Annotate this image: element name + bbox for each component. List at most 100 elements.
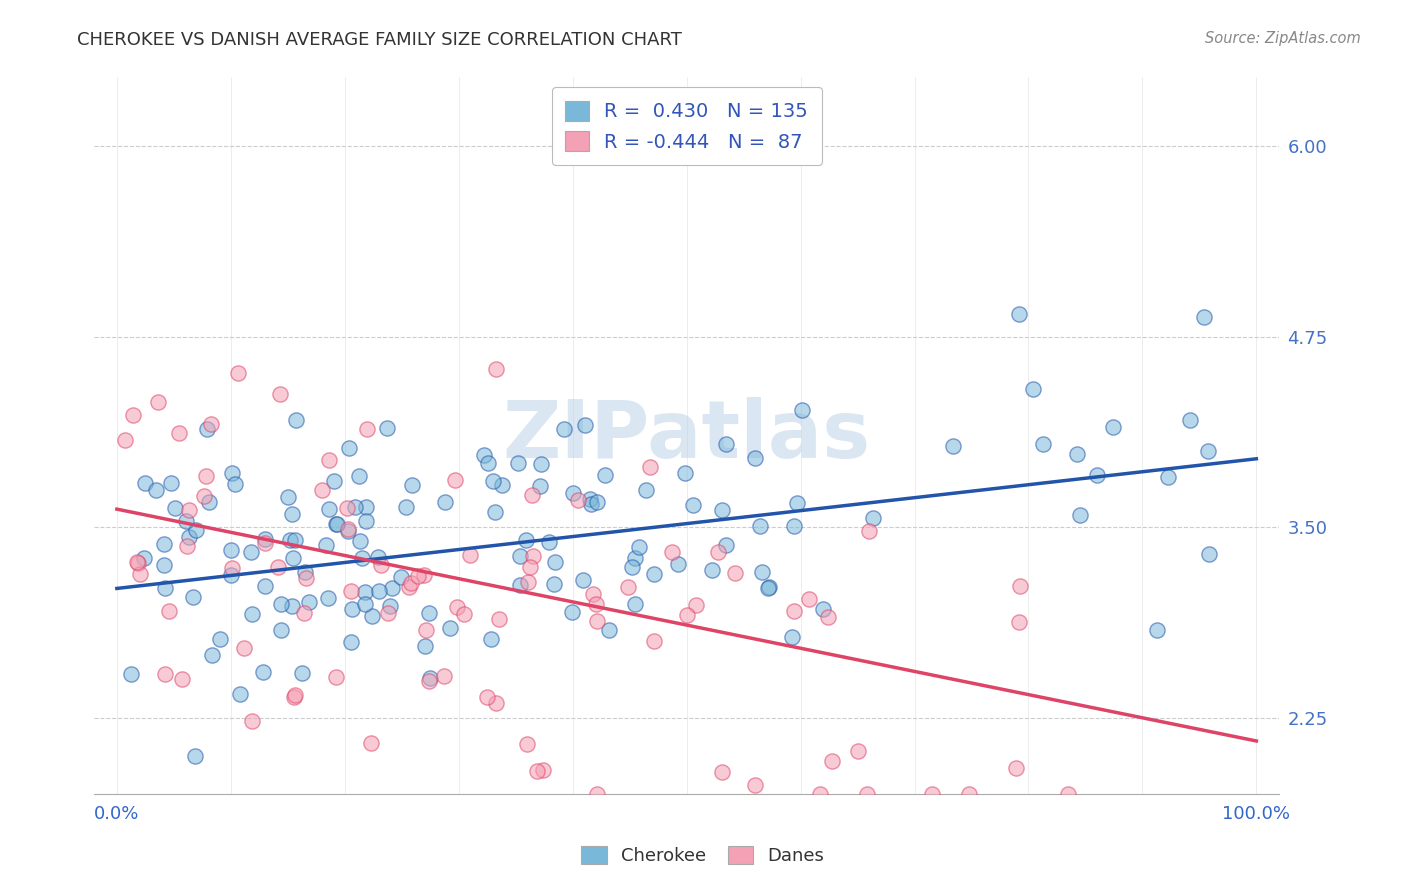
Point [193, 489, 215, 503]
Point [586, 788, 609, 802]
Point [634, 483, 657, 497]
Point [318, 452, 340, 467]
Point [281, 507, 304, 521]
Point [128, 567, 150, 582]
Point [1197, 443, 1219, 458]
Point [1057, 788, 1080, 802]
Point [183, 749, 205, 764]
Point [856, 788, 879, 802]
Point [711, 764, 734, 779]
Point [786, 496, 808, 510]
Point [598, 623, 620, 637]
Point [370, 558, 392, 573]
Point [145, 483, 167, 497]
Point [153, 667, 176, 681]
Point [413, 639, 436, 653]
Point [481, 632, 503, 646]
Point [1178, 412, 1201, 426]
Point [700, 563, 723, 577]
Point [153, 537, 176, 551]
Point [621, 559, 644, 574]
Point [508, 456, 530, 470]
Point [821, 754, 844, 768]
Point [921, 788, 943, 802]
Point [862, 511, 884, 525]
Point [685, 598, 707, 612]
Point [269, 386, 291, 401]
Point [252, 665, 274, 679]
Point [1146, 623, 1168, 637]
Point [361, 608, 384, 623]
Point [281, 599, 304, 613]
Point [381, 581, 404, 595]
Point [711, 503, 734, 517]
Point [354, 514, 377, 528]
Point [283, 690, 305, 705]
Point [270, 597, 292, 611]
Point [1022, 383, 1045, 397]
Point [336, 524, 359, 539]
Point [529, 479, 551, 493]
Point [344, 500, 367, 515]
Point [253, 533, 276, 547]
Point [179, 503, 201, 517]
Point [278, 533, 301, 547]
Point [446, 600, 468, 615]
Point [418, 674, 440, 689]
Point [281, 550, 304, 565]
Point [530, 457, 553, 471]
Point [419, 672, 441, 686]
Point [315, 538, 337, 552]
Point [585, 495, 607, 509]
Point [132, 550, 155, 565]
Point [643, 634, 665, 648]
Point [813, 602, 835, 616]
Point [533, 763, 555, 777]
Point [326, 516, 349, 531]
Legend: Cherokee, Danes: Cherokee, Danes [574, 838, 832, 872]
Point [401, 478, 423, 492]
Point [284, 533, 307, 547]
Point [209, 632, 232, 646]
Point [1032, 437, 1054, 451]
Point [1157, 469, 1180, 483]
Point [1066, 447, 1088, 461]
Point [475, 690, 498, 704]
Text: Source: ZipAtlas.com: Source: ZipAtlas.com [1205, 31, 1361, 46]
Point [337, 441, 360, 455]
Point [482, 474, 505, 488]
Point [340, 583, 363, 598]
Point [170, 672, 193, 686]
Point [579, 497, 602, 511]
Point [714, 538, 737, 552]
Point [797, 591, 820, 606]
Point [661, 545, 683, 559]
Point [153, 581, 176, 595]
Point [354, 500, 377, 515]
Point [783, 519, 806, 533]
Point [254, 535, 277, 549]
Point [1198, 547, 1220, 561]
Point [858, 524, 880, 539]
Point [356, 422, 378, 436]
Point [453, 607, 475, 622]
Point [195, 469, 218, 483]
Point [516, 737, 538, 751]
Point [581, 587, 603, 601]
Point [336, 522, 359, 536]
Point [477, 456, 499, 470]
Point [574, 418, 596, 433]
Point [1008, 579, 1031, 593]
Point [617, 580, 640, 594]
Point [707, 545, 730, 559]
Point [509, 578, 531, 592]
Point [957, 788, 980, 802]
Point [294, 565, 316, 579]
Point [585, 598, 607, 612]
Point [395, 500, 418, 515]
Point [316, 591, 339, 605]
Point [201, 648, 224, 662]
Point [224, 477, 246, 491]
Point [817, 609, 839, 624]
Point [673, 467, 696, 481]
